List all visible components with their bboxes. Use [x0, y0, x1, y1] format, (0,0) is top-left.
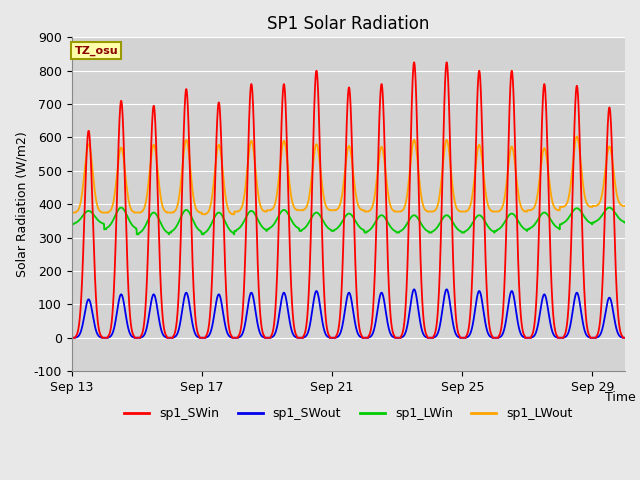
sp1_LWin — [133, 231, 141, 237]
sp1_SWout — [344, 292, 351, 298]
sp1_LWout — [385, 197, 393, 203]
sp1_LWout — [621, 203, 628, 209]
sp1_LWin — [541, 210, 548, 216]
Line: sp1_LWout: sp1_LWout — [72, 136, 625, 214]
sp1_LWout — [540, 145, 548, 151]
sp1_SWout — [289, 331, 297, 336]
sp1_LWin — [68, 221, 76, 227]
sp1_LWin — [621, 220, 628, 226]
sp1_LWout — [573, 133, 580, 139]
sp1_SWout — [410, 287, 418, 292]
sp1_SWin — [385, 285, 393, 290]
Line: sp1_SWout: sp1_SWout — [72, 289, 625, 338]
sp1_LWout — [289, 202, 297, 207]
sp1_LWout — [273, 193, 280, 199]
sp1_LWin — [273, 216, 281, 222]
Text: TZ_osu: TZ_osu — [74, 46, 118, 56]
sp1_SWout — [385, 326, 393, 332]
sp1_LWin — [289, 220, 297, 226]
sp1_LWin — [385, 222, 393, 228]
sp1_SWin — [410, 60, 418, 65]
X-axis label: Time: Time — [605, 391, 636, 404]
sp1_LWout — [344, 145, 352, 151]
sp1_SWin — [540, 81, 548, 87]
sp1_SWin — [344, 96, 351, 101]
sp1_LWout — [198, 211, 205, 217]
sp1_LWout — [68, 210, 76, 216]
sp1_SWout — [540, 291, 548, 297]
sp1_LWout — [338, 194, 346, 200]
sp1_SWin — [338, 285, 346, 291]
sp1_SWin — [289, 312, 297, 318]
sp1_SWout — [68, 335, 76, 341]
sp1_LWin — [338, 219, 346, 225]
sp1_SWout — [273, 326, 280, 332]
Y-axis label: Solar Radiation (W/m2): Solar Radiation (W/m2) — [15, 132, 28, 277]
sp1_LWin — [117, 204, 125, 210]
Line: sp1_LWin: sp1_LWin — [72, 207, 625, 234]
sp1_LWin — [344, 211, 352, 216]
sp1_SWin — [68, 335, 76, 341]
sp1_SWout — [338, 326, 346, 332]
Title: SP1 Solar Radiation: SP1 Solar Radiation — [267, 15, 429, 33]
Line: sp1_SWin: sp1_SWin — [72, 62, 625, 338]
Legend: sp1_SWin, sp1_SWout, sp1_LWin, sp1_LWout: sp1_SWin, sp1_SWout, sp1_LWin, sp1_LWout — [119, 402, 578, 425]
sp1_SWin — [621, 335, 628, 341]
sp1_SWout — [621, 335, 628, 341]
sp1_SWin — [273, 285, 280, 290]
